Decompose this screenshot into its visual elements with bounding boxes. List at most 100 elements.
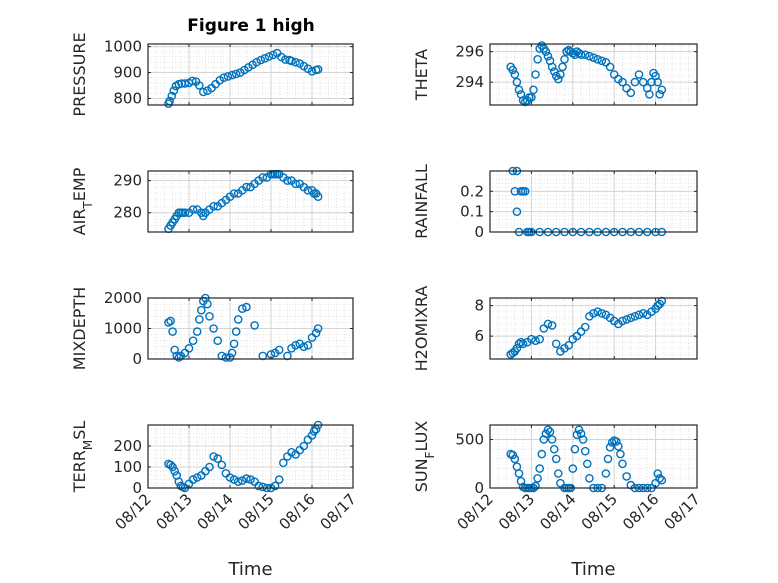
axes-box — [147, 170, 354, 233]
data-point — [233, 315, 243, 324]
data-point — [223, 72, 233, 81]
data-point — [603, 454, 613, 464]
data-point — [547, 435, 557, 444]
data-point — [203, 86, 212, 95]
data-point — [647, 77, 656, 87]
data-point — [614, 441, 623, 451]
data-point — [168, 327, 177, 336]
data-point — [657, 475, 667, 485]
data-point — [516, 476, 526, 486]
data-point — [237, 476, 247, 485]
y-axis-label: THETA — [412, 49, 431, 101]
axes-box — [489, 43, 698, 106]
y-axis-label: H2OMIXRA — [412, 286, 431, 372]
data-point — [164, 318, 173, 327]
data-point — [585, 51, 594, 61]
data-point — [221, 353, 231, 362]
data-point — [543, 51, 553, 61]
y-tick-label: 280 — [113, 204, 142, 222]
x-axis-label: Time — [570, 559, 615, 580]
data-point — [512, 343, 522, 353]
data-point — [258, 173, 268, 182]
data-point — [510, 70, 520, 79]
data-point — [535, 464, 545, 473]
data-point — [622, 315, 631, 324]
data-point — [576, 50, 586, 60]
data-point — [533, 473, 542, 483]
data-point — [547, 321, 557, 330]
y-tick-label: 200 — [113, 437, 142, 455]
data-point — [291, 57, 300, 67]
data-point — [545, 427, 555, 437]
data-point — [242, 302, 251, 312]
data-point — [541, 47, 551, 56]
subplot-air-temp: 280 290 AIRTEMP — [70, 167, 354, 235]
data-point — [607, 438, 617, 447]
data-point — [558, 62, 567, 72]
data-point — [531, 336, 540, 346]
y-axis-label: PRESSURE — [70, 32, 89, 116]
plot-area — [148, 171, 353, 232]
data-point — [551, 454, 561, 464]
data-point — [170, 466, 179, 476]
data-point — [225, 353, 235, 362]
data-point — [612, 437, 621, 446]
y-tick-label: 0.2 — [460, 182, 484, 200]
data-point — [188, 205, 198, 214]
data-point — [638, 308, 648, 318]
axes-box — [489, 170, 698, 233]
y-axis-label: MIXDEPTH — [70, 287, 89, 370]
data-point — [242, 182, 251, 192]
data-point — [252, 57, 261, 67]
data-point — [514, 339, 524, 349]
data-point — [630, 311, 640, 321]
data-point — [657, 85, 667, 95]
data-point — [180, 79, 190, 88]
data-point — [593, 55, 602, 64]
axes-box — [489, 297, 698, 360]
data-point — [512, 207, 522, 216]
data-point — [618, 77, 627, 87]
data-point — [601, 469, 611, 478]
data-point — [313, 65, 323, 74]
data-point — [514, 85, 524, 95]
y-tick-label: 800 — [113, 90, 142, 108]
data-point — [547, 62, 557, 72]
data-point — [572, 430, 582, 440]
subplot-theta: 294 296 THETA — [412, 41, 698, 107]
x-axis-label: Time — [227, 559, 272, 580]
data-point — [576, 429, 586, 439]
data-point — [514, 469, 524, 478]
y-tick-label: 6 — [474, 327, 484, 345]
data-point — [188, 475, 198, 484]
y-tick-label: 0 — [474, 479, 484, 497]
data-point — [653, 77, 663, 87]
y-axis-label: RAINFALL — [412, 164, 431, 239]
data-point — [510, 186, 520, 196]
y-tick-label: 500 — [455, 431, 484, 449]
plot-area — [490, 44, 697, 105]
data-point — [209, 324, 218, 333]
data-point — [231, 327, 241, 336]
data-point — [213, 336, 222, 346]
y-tick-label: 8 — [474, 297, 484, 315]
data-point — [274, 475, 284, 484]
data-point — [299, 441, 309, 451]
data-point — [539, 435, 549, 444]
data-point — [531, 70, 540, 79]
y-tick-label: 294 — [455, 73, 484, 91]
data-point — [554, 469, 563, 478]
y-tick-label: 0 — [132, 479, 142, 497]
y-tick-label: 0.1 — [460, 203, 484, 221]
figure-title: Figure 1 high — [187, 16, 315, 36]
data-point — [203, 299, 212, 309]
data-point — [268, 50, 278, 60]
data-point — [254, 481, 264, 491]
data-point — [299, 342, 309, 352]
data-point — [291, 340, 300, 350]
data-point — [585, 473, 594, 483]
data-point — [188, 336, 198, 346]
data-point — [192, 473, 202, 482]
data-point — [593, 307, 602, 317]
data-point — [634, 70, 644, 79]
